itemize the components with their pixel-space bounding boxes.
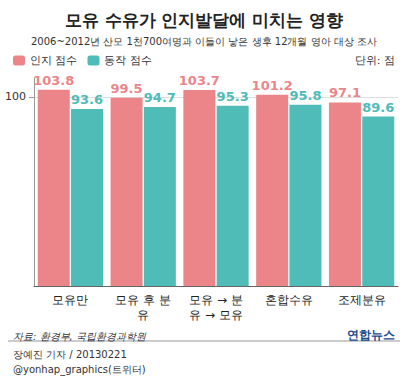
svg-text:95.3: 95.3 [217,89,249,104]
svg-text:100: 100 [5,90,26,103]
svg-text:103.8: 103.8 [33,73,74,88]
svg-text:유: 유 [137,308,149,322]
svg-text:99.5: 99.5 [111,81,143,96]
svg-text:95.8: 95.8 [289,88,321,103]
svg-text:모유만: 모유만 [52,293,88,307]
svg-text:유 → 모유: 유 → 모유 [189,308,243,322]
svg-text:94.7: 94.7 [144,90,176,105]
svg-text:모유 → 분: 모유 → 분 [189,293,243,307]
svg-text:2006~2012년 산모 1천700여명과 이들이 낳은: 2006~2012년 산모 1천700여명과 이들이 낳은 생후 12개월 영아… [31,36,377,47]
svg-text:93.6: 93.6 [71,92,103,107]
svg-text:97.1: 97.1 [329,85,361,100]
svg-text:모유 후 분: 모유 후 분 [115,293,171,307]
svg-text:혼합수유: 혼합수유 [265,293,313,307]
svg-text:103.7: 103.7 [179,73,220,88]
svg-text:조제분유: 조제분유 [338,293,386,307]
svg-text:단위: 점: 단위: 점 [355,54,395,67]
svg-text:인지 점수: 인지 점수 [30,54,78,67]
svg-text:연합뉴스: 연합뉴스 [347,328,395,342]
svg-text:89.6: 89.6 [362,100,394,115]
svg-text:장예진 기자 / 20130221: 장예진 기자 / 20130221 [13,349,127,360]
svg-text:모유 수유가 인지발달에 미치는 영향: 모유 수유가 인지발달에 미치는 영향 [65,10,344,30]
svg-text:동작 점수: 동작 점수 [104,54,152,67]
svg-text:자료: 환경부, 국립환경과학원: 자료: 환경부, 국립환경과학원 [13,331,147,342]
svg-text:101.2: 101.2 [252,78,293,93]
svg-text:@yonhap_graphics(트위터): @yonhap_graphics(트위터) [13,364,146,376]
